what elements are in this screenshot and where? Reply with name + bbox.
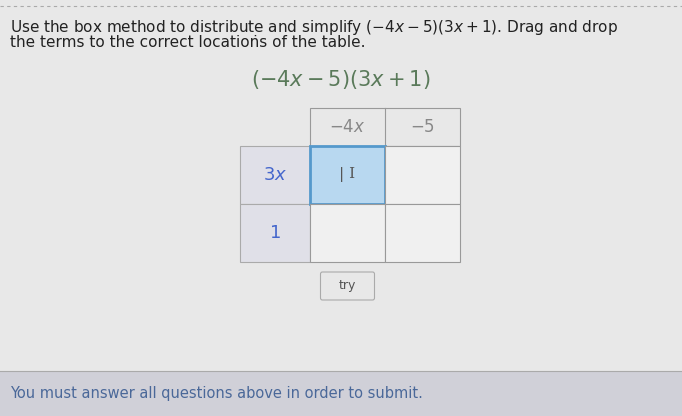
Bar	[310, 204, 385, 262]
Text: | I: | I	[340, 168, 355, 183]
Text: $(-4x-5)(3x+1)$: $(-4x-5)(3x+1)$	[252, 68, 430, 91]
Bar	[240, 204, 310, 262]
Text: $1$: $1$	[269, 224, 281, 242]
FancyBboxPatch shape	[321, 272, 374, 300]
Bar	[240, 146, 310, 204]
Bar	[310, 146, 385, 204]
Bar	[385, 146, 460, 204]
Text: try: try	[339, 280, 356, 292]
Text: Use the box method to distribute and simplify $(-4x-5)(3x+1)$. Drag and drop: Use the box method to distribute and sim…	[10, 18, 618, 37]
Text: $3x$: $3x$	[263, 166, 287, 184]
Text: You must answer all questions above in order to submit.: You must answer all questions above in o…	[10, 386, 423, 401]
Text: $-5$: $-5$	[410, 119, 435, 136]
Bar	[0, 371, 682, 416]
Bar	[385, 204, 460, 262]
Text: the terms to the correct locatioṅs of the table.: the terms to the correct locatioṅs of t…	[10, 35, 366, 50]
Bar	[310, 108, 460, 146]
Text: $-4x$: $-4x$	[329, 119, 366, 136]
